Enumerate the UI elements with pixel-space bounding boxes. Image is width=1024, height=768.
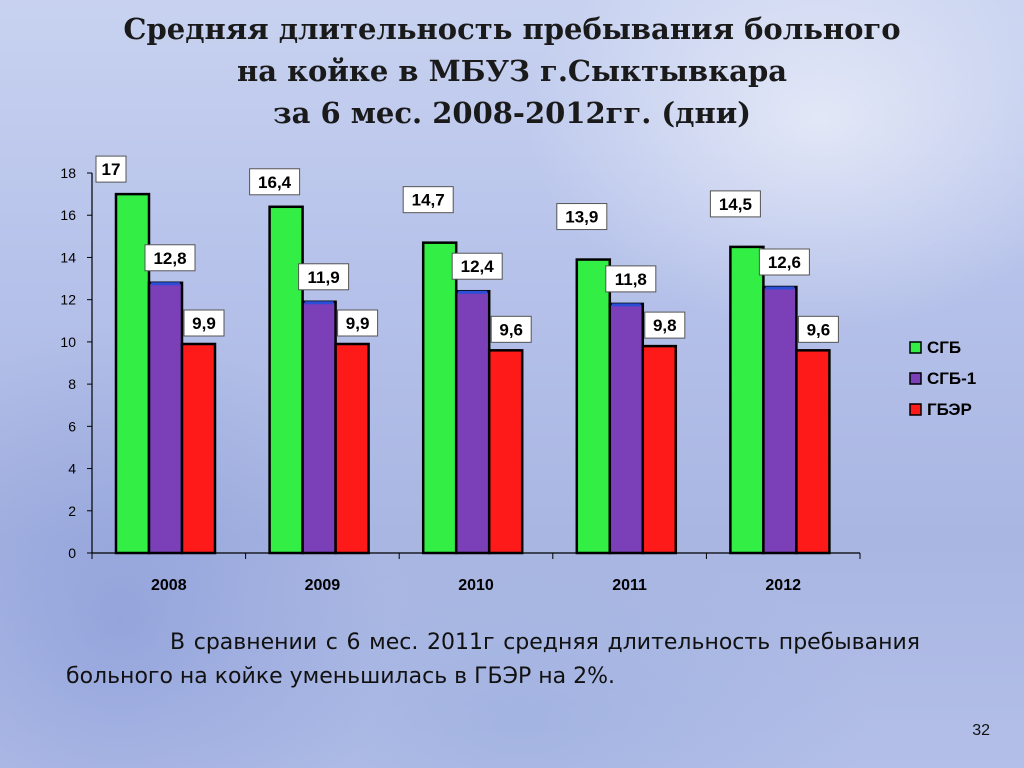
data-label: 9,9	[192, 314, 216, 333]
x-tick-label: 2011	[612, 577, 647, 594]
bar	[301, 300, 337, 555]
data-label: 9,9	[346, 314, 370, 333]
y-tick-label: 6	[68, 418, 76, 434]
bar	[729, 245, 765, 555]
title-line-3: за 6 мес. 2008-2012гг. (дни)	[273, 96, 751, 130]
y-tick-label: 16	[60, 207, 76, 223]
bar-chart: 0 2 4 6 8 10 12 14 16 18 2008 2009 2010 2011 2012 17 12,…	[60, 155, 976, 594]
y-tick-label: 4	[68, 461, 76, 477]
data-label-box	[797, 315, 839, 343]
x-tick-label: 2012	[765, 577, 801, 594]
y-tick-label: 12	[60, 292, 76, 308]
data-label-box	[337, 309, 379, 337]
y-tick-label: 14	[60, 249, 76, 265]
legend-entry: ГБЭР	[927, 400, 972, 419]
data-label-box	[402, 186, 454, 214]
data-label-box	[144, 244, 196, 272]
y-tick-label: 2	[68, 503, 76, 519]
data-label-box	[95, 155, 127, 183]
chart-title: Средняя длительность пребывания больного…	[60, 8, 964, 134]
data-label: 13,9	[565, 208, 598, 227]
bar	[641, 344, 678, 555]
y-tick-label: 18	[60, 165, 76, 181]
data-label: 12,4	[461, 257, 495, 276]
data-label-box	[490, 315, 532, 343]
data-label: 9,8	[653, 316, 677, 335]
title-line-2: на койке в МБУЗ г.Сыктывкара	[236, 54, 788, 88]
data-label: 11,9	[308, 268, 340, 287]
bar	[334, 342, 370, 555]
data-label-box	[644, 311, 686, 339]
y-tick-label: 0	[68, 545, 76, 561]
legend-swatch	[909, 403, 922, 416]
data-label: 14,7	[412, 191, 445, 210]
data-label-box	[709, 190, 761, 218]
legend-swatch	[909, 372, 922, 385]
x-tick-label: 2009	[305, 577, 341, 594]
bar	[114, 192, 151, 555]
bar	[795, 349, 831, 555]
legend-entry: СГБ-1	[927, 369, 976, 388]
bar	[147, 281, 184, 555]
data-label: 12,6	[768, 253, 801, 272]
y-tick-label: 10	[60, 334, 76, 350]
legend-entry: СГБ	[927, 338, 961, 357]
data-label: 9,6	[807, 320, 831, 339]
data-label: 12,8	[153, 249, 186, 268]
data-label: 9,6	[499, 320, 523, 339]
data-label-box	[758, 248, 810, 276]
legend-swatch	[909, 341, 922, 354]
caption-body: В сравнении с 6 мес. 2011г средняя длите…	[66, 630, 920, 689]
bar	[575, 258, 612, 555]
data-label-box	[451, 252, 503, 280]
x-tick-label: 2010	[458, 577, 494, 594]
page-number: 32	[972, 722, 990, 739]
bar	[608, 302, 645, 555]
data-label: 14,5	[719, 195, 752, 214]
data-label-box	[605, 265, 657, 293]
data-label-box	[249, 168, 301, 196]
data-label: 16,4	[258, 173, 292, 192]
bar	[762, 285, 798, 555]
data-label-box	[556, 203, 608, 231]
bar	[180, 342, 217, 555]
bar	[268, 205, 304, 555]
data-label-box	[183, 309, 225, 337]
y-tick-label: 8	[68, 376, 76, 392]
title-line-1: Средняя длительность пребывания больного	[123, 12, 901, 46]
bar	[421, 241, 458, 555]
x-tick-label: 2008	[151, 577, 187, 594]
bar	[454, 289, 491, 555]
data-label: 11,8	[615, 270, 647, 289]
bar	[487, 349, 524, 555]
caption-text: В сравнении с 6 мес. 2011г средняя длите…	[66, 626, 920, 694]
data-label: 17	[102, 160, 121, 179]
data-label-box	[298, 263, 350, 291]
